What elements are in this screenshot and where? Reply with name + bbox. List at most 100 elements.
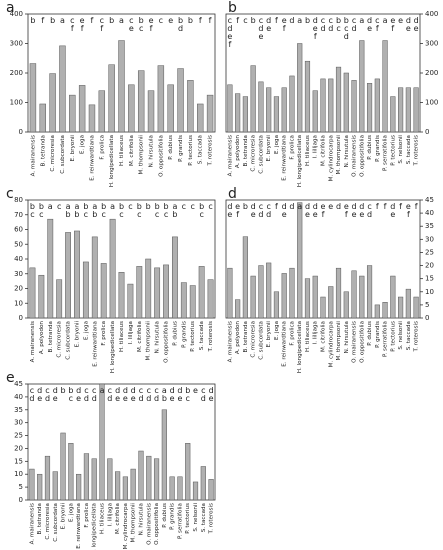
bar — [59, 45, 66, 133]
significance-letter: e — [53, 394, 58, 403]
bar — [405, 87, 411, 133]
significance-letter: b — [188, 16, 193, 25]
y-tick-label: 10 — [425, 288, 434, 296]
category-label: S. nelsonii — [398, 321, 404, 350]
bar — [328, 78, 334, 133]
y-tick-label: 80 — [14, 196, 23, 204]
significance-letter: c — [259, 16, 263, 25]
category-label: E. joga — [274, 135, 280, 154]
category-label: F. prolica — [289, 135, 295, 160]
y-tick-label: 10 — [14, 470, 23, 478]
category-label: A. mairanensis — [29, 503, 35, 544]
y-tick-label: 45 — [14, 380, 23, 388]
significance-letter: b — [178, 16, 183, 25]
significance-letter: f — [199, 16, 202, 25]
significance-letter: c — [201, 386, 205, 395]
y-tick-label: 15 — [14, 457, 23, 465]
significance-letter: b — [336, 16, 341, 25]
bar — [83, 453, 90, 501]
category-label: E. joga — [68, 503, 74, 522]
bar — [118, 272, 125, 319]
category-label: H. longipedicellata — [110, 321, 116, 373]
bar — [39, 103, 46, 133]
category-label: C. subcordata — [53, 503, 59, 542]
bar — [289, 267, 295, 319]
bar — [235, 93, 241, 133]
bar — [100, 263, 107, 319]
bar — [359, 275, 365, 319]
y-tick-label: 25 — [14, 432, 23, 440]
bar — [78, 85, 86, 133]
significance-letter: a — [297, 16, 302, 25]
significance-letter: c — [84, 210, 88, 219]
y-tick-label: 50 — [14, 240, 23, 248]
significance-letter: b — [243, 202, 248, 211]
y-tick-label: 0 — [19, 128, 23, 136]
significance-letter: d — [313, 202, 318, 211]
panel-label: e — [6, 370, 15, 386]
significance-letter: f — [407, 210, 410, 219]
category-label: P. grandis — [375, 135, 381, 162]
significance-letter: a — [110, 202, 115, 211]
significance-letter: d — [53, 386, 58, 395]
y-tick-label: 40 — [14, 393, 23, 401]
significance-letter: d — [29, 394, 34, 403]
significance-letter: b — [92, 210, 97, 219]
significance-letter: e — [149, 16, 154, 25]
y-tick-label: 200 — [425, 69, 438, 77]
significance-letter: e — [131, 394, 136, 403]
y-tick-label: 5 — [19, 483, 23, 491]
category-label: P. dubius — [367, 321, 373, 346]
significance-letter: f — [81, 24, 84, 33]
significance-letter: d — [289, 202, 294, 211]
bar — [320, 78, 326, 133]
significance-letter: a — [297, 202, 302, 211]
bar — [335, 66, 342, 133]
significance-letter: e — [313, 210, 318, 219]
bar — [169, 476, 175, 501]
category-label: H. longipedicellata — [109, 135, 115, 187]
significance-letter: d — [154, 394, 159, 403]
bar — [200, 466, 206, 501]
category-label: M. citrifolia — [321, 321, 327, 352]
significance-letter: c — [367, 202, 371, 211]
category-label: B. tetranda — [37, 503, 43, 534]
y-tick-label: 35 — [425, 222, 434, 230]
bar — [266, 262, 272, 319]
category-label: O. oppositifolia — [158, 135, 164, 177]
significance-letter: d — [227, 202, 232, 211]
significance-letter: d — [344, 32, 349, 41]
bar — [266, 87, 272, 133]
bar — [405, 288, 411, 319]
significance-letter: d — [37, 386, 42, 395]
significance-letter: c — [57, 202, 61, 211]
significance-letter: d — [170, 386, 175, 395]
category-label: T. roterosis — [208, 135, 214, 167]
significance-letter: c — [191, 202, 195, 211]
significance-letter: a — [383, 16, 388, 25]
category-label: B. tetranda — [243, 135, 249, 166]
category-label: S. taccada — [199, 321, 205, 350]
category-label: A. polyodon — [39, 321, 45, 355]
significance-letter: b — [344, 16, 349, 25]
category-label: H. longipedicellata — [297, 321, 303, 373]
bar — [137, 70, 145, 133]
bar — [154, 267, 161, 319]
significance-letter: f — [376, 24, 379, 33]
category-label: A. polyodon — [235, 321, 241, 355]
category-label: I. lilljaga — [313, 321, 319, 344]
significance-letter: f — [322, 210, 325, 219]
significance-letter: f — [209, 16, 212, 25]
bar — [29, 267, 36, 319]
significance-letter: c — [39, 210, 43, 219]
significance-letter: d — [76, 386, 81, 395]
bar — [118, 40, 125, 133]
bar — [127, 283, 134, 319]
y-tick-label: 0 — [425, 128, 429, 136]
significance-letter: f — [384, 202, 387, 211]
category-label: B. tetranda — [48, 321, 54, 352]
category-label: C. microresia — [251, 135, 257, 172]
category-label: M. thompsonii — [139, 135, 145, 175]
significance-letter: c — [336, 24, 340, 33]
